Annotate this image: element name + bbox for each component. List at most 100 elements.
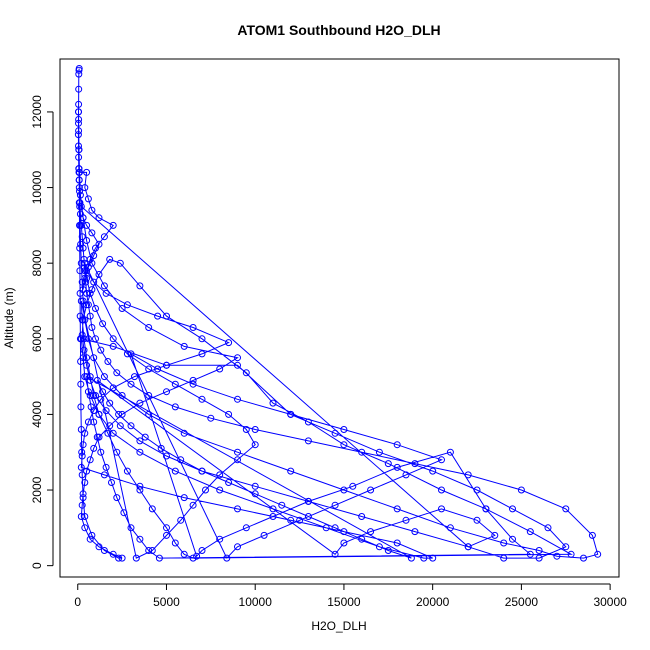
data-point bbox=[420, 554, 428, 562]
data-point bbox=[242, 426, 250, 433]
data-point bbox=[90, 252, 98, 260]
data-point bbox=[225, 410, 233, 418]
data-point bbox=[148, 547, 156, 554]
data-point bbox=[171, 539, 179, 547]
data-point bbox=[340, 426, 348, 433]
data-point bbox=[223, 554, 231, 562]
data-point bbox=[78, 316, 86, 324]
data-point bbox=[216, 365, 224, 373]
data-point bbox=[79, 214, 87, 222]
data-point bbox=[553, 552, 561, 560]
data-point bbox=[77, 403, 85, 411]
data-point bbox=[83, 373, 91, 381]
x-tick-label: 0 bbox=[74, 595, 81, 609]
data-point bbox=[95, 214, 103, 222]
data-point bbox=[269, 505, 277, 513]
data-point bbox=[509, 505, 516, 513]
data-point bbox=[127, 422, 135, 430]
data-point bbox=[95, 543, 103, 551]
data-point bbox=[80, 346, 88, 354]
data-point bbox=[526, 528, 534, 536]
data-point bbox=[145, 324, 153, 331]
data-point bbox=[81, 184, 89, 192]
data-point bbox=[491, 531, 499, 539]
data-point bbox=[86, 289, 94, 297]
data-point bbox=[99, 388, 107, 396]
data-point bbox=[509, 535, 516, 543]
data-point bbox=[429, 554, 437, 562]
data-point bbox=[123, 301, 131, 309]
data-point bbox=[76, 187, 83, 195]
data-point bbox=[202, 486, 209, 494]
series-line bbox=[77, 68, 599, 559]
data-point bbox=[75, 142, 82, 150]
data-point bbox=[384, 547, 392, 554]
data-point bbox=[198, 335, 206, 343]
data-point bbox=[269, 399, 277, 407]
data-point bbox=[287, 516, 295, 524]
data-point bbox=[75, 85, 83, 93]
data-point bbox=[500, 554, 508, 562]
data-point bbox=[78, 448, 86, 456]
data-point bbox=[225, 479, 233, 486]
data-point bbox=[198, 467, 206, 475]
data-point bbox=[189, 324, 197, 331]
data-point bbox=[81, 479, 89, 486]
data-point bbox=[171, 403, 179, 411]
data-point bbox=[118, 410, 126, 418]
data-point bbox=[113, 448, 121, 456]
data-point bbox=[464, 543, 472, 551]
data-point bbox=[102, 407, 110, 415]
data-point bbox=[109, 429, 117, 437]
data-point bbox=[108, 479, 115, 486]
data-point bbox=[77, 203, 85, 210]
data-point bbox=[77, 297, 85, 305]
data-point bbox=[76, 267, 84, 275]
data-point bbox=[145, 547, 153, 554]
data-point bbox=[526, 550, 534, 558]
data-point bbox=[86, 376, 94, 384]
data-point bbox=[75, 119, 82, 127]
data-point bbox=[242, 369, 250, 377]
data-point bbox=[115, 410, 123, 418]
data-point bbox=[163, 361, 170, 369]
data-point bbox=[349, 482, 357, 490]
data-point bbox=[83, 267, 91, 275]
data-point bbox=[92, 305, 99, 312]
data-point bbox=[136, 448, 144, 456]
data-point bbox=[115, 554, 123, 562]
data-point bbox=[251, 426, 259, 433]
data-point bbox=[118, 554, 126, 562]
data-point bbox=[113, 494, 121, 502]
data-point bbox=[127, 524, 135, 532]
x-tick-label: 5000 bbox=[153, 595, 180, 609]
data-point bbox=[234, 505, 241, 513]
data-point bbox=[367, 486, 375, 494]
data-point bbox=[148, 505, 156, 513]
data-point bbox=[136, 282, 144, 290]
data-point bbox=[88, 286, 96, 294]
data-point bbox=[86, 373, 94, 381]
data-point bbox=[411, 460, 419, 468]
data-point bbox=[189, 501, 197, 509]
data-point bbox=[123, 350, 131, 358]
data-point bbox=[331, 524, 339, 532]
data-point bbox=[118, 305, 126, 312]
data-point bbox=[375, 448, 383, 456]
data-point bbox=[141, 433, 149, 441]
data-point bbox=[83, 237, 91, 244]
data-point bbox=[189, 380, 197, 388]
data-point bbox=[358, 448, 366, 456]
y-tick-label: 4000 bbox=[30, 401, 44, 428]
data-point bbox=[81, 524, 89, 532]
x-tick-label: 15000 bbox=[327, 595, 361, 609]
data-point bbox=[77, 426, 85, 433]
y-tick-label: 6000 bbox=[30, 325, 44, 352]
data-point bbox=[446, 524, 454, 532]
data-point bbox=[189, 554, 197, 562]
data-point bbox=[90, 418, 98, 426]
data-point bbox=[375, 543, 383, 551]
data-point bbox=[145, 392, 153, 399]
data-point bbox=[207, 414, 215, 422]
data-point bbox=[163, 524, 170, 532]
